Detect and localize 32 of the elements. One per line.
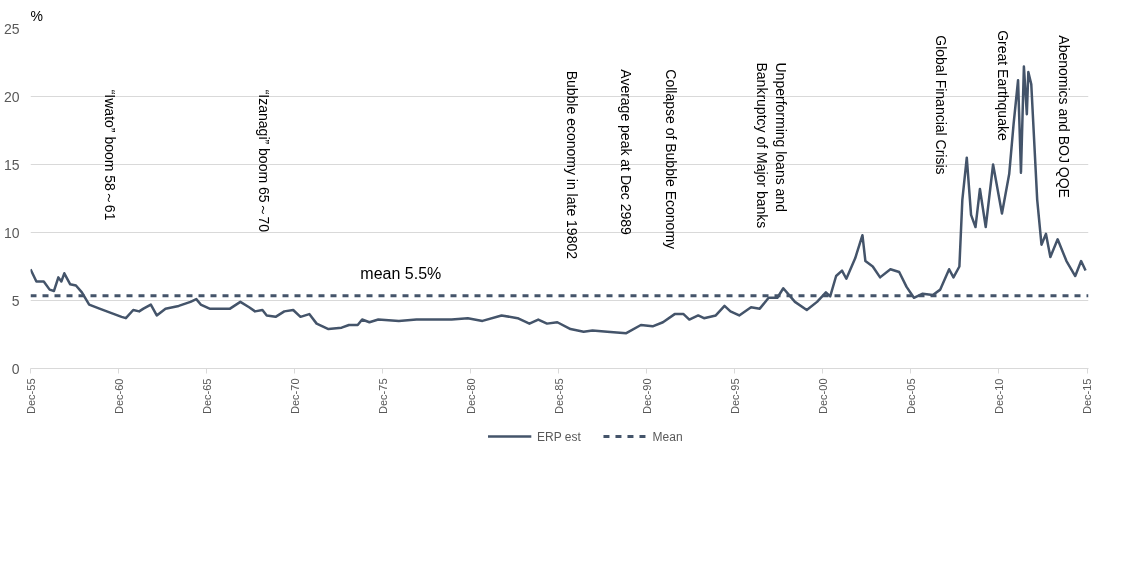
x-tick-label: Dec-15	[1081, 378, 1094, 414]
annotation: Bubble economy in late 19802	[564, 70, 581, 260]
x-tick-label: Dec-95	[728, 378, 741, 414]
annotation: Collapse of Bubble Economy	[662, 69, 679, 250]
x-tick-label: Dec-60	[112, 378, 125, 414]
x-tick-label: Dec-70	[288, 378, 301, 414]
y-tick-label: 5	[11, 292, 20, 309]
annotation: Great Earthquake	[994, 30, 1011, 141]
x-tick-label: Dec-05	[904, 378, 917, 414]
y-axis-title: %	[30, 7, 43, 24]
x-tick-label: Dec-00	[816, 378, 829, 414]
annotation: Unperforming loans and Bankruptcy of Major banks	[753, 62, 789, 229]
x-tick-label: Dec-75	[376, 378, 389, 414]
x-tick-label: Dec-80	[464, 378, 477, 414]
x-tick-label: Dec-65	[200, 378, 213, 414]
annotation: Abenomics and BOJ QQE	[1056, 35, 1073, 198]
annotation: “Iwato” boom 58～61	[101, 89, 118, 221]
annotation: Average peak at Dec 2989	[618, 69, 635, 236]
y-tick-label: 10	[3, 224, 20, 241]
x-tick-label: Dec-10	[992, 378, 1005, 414]
y-tick-label: 20	[3, 88, 20, 105]
y-tick-label: 15	[3, 156, 20, 173]
x-tick-label: Dec-90	[640, 378, 653, 414]
x-tick-label: Dec-55	[24, 378, 37, 414]
annotation: mean 5.5%	[360, 264, 442, 282]
y-tick-label: 0	[11, 360, 20, 377]
legend-label: Mean	[652, 429, 683, 444]
annotation: Global Financial Crisis	[933, 35, 950, 175]
x-tick-label: Dec-85	[552, 378, 565, 414]
y-tick-label: 25	[3, 20, 20, 37]
annotation: “Izanagi” boom 65～70	[256, 89, 273, 233]
legend-label: ERP est	[537, 429, 582, 444]
